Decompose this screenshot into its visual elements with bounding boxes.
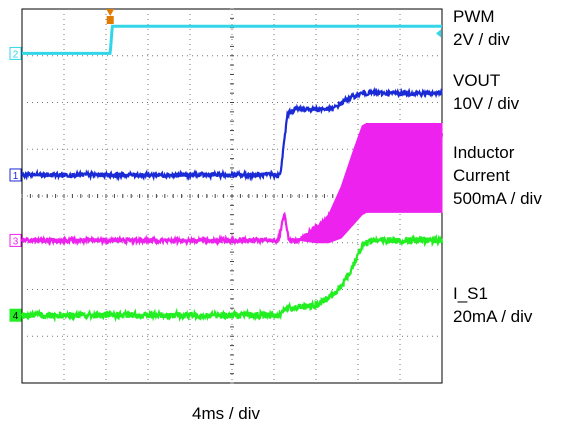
x-axis-label: 4ms / div: [191, 404, 261, 423]
grid: [21, 8, 443, 384]
channel-marker-label-1: 1: [13, 171, 19, 182]
channel-marker-2: [9, 46, 22, 60]
vout-scale-label: 10V / div: [453, 94, 520, 113]
channel-marker-3: [9, 233, 22, 247]
i-s1-name-label: I_S1: [453, 284, 488, 303]
channel-markers: 2 1 3 4: [9, 9, 441, 322]
channel-marker-label-3: 3: [13, 236, 19, 247]
channel-marker-label-2: 2: [13, 49, 19, 60]
trigger-level-marker: [436, 29, 441, 38]
i-s1-scale-label: 20mA / div: [453, 307, 533, 326]
traces: [21, 24, 444, 323]
channel-marker-label-4: 4: [13, 311, 19, 322]
channel-marker-1: [9, 168, 22, 182]
pwm-name-label: PWM: [453, 7, 495, 26]
trace-2: [22, 24, 442, 55]
pwm-scale-label: 2V / div: [453, 30, 510, 49]
trigger-tag: [106, 16, 114, 24]
inductor-current-scale-label: 500mA / div: [453, 189, 542, 208]
trigger-time-marker: [106, 9, 115, 16]
vout-name-label: VOUT: [453, 71, 501, 90]
inductor-current-envelope: [298, 123, 443, 244]
trace-4: [21, 233, 444, 323]
trace-1: [21, 86, 443, 182]
inductor-current-name-label: Inductor Current: [453, 143, 515, 185]
channel-marker-4: [9, 308, 22, 322]
